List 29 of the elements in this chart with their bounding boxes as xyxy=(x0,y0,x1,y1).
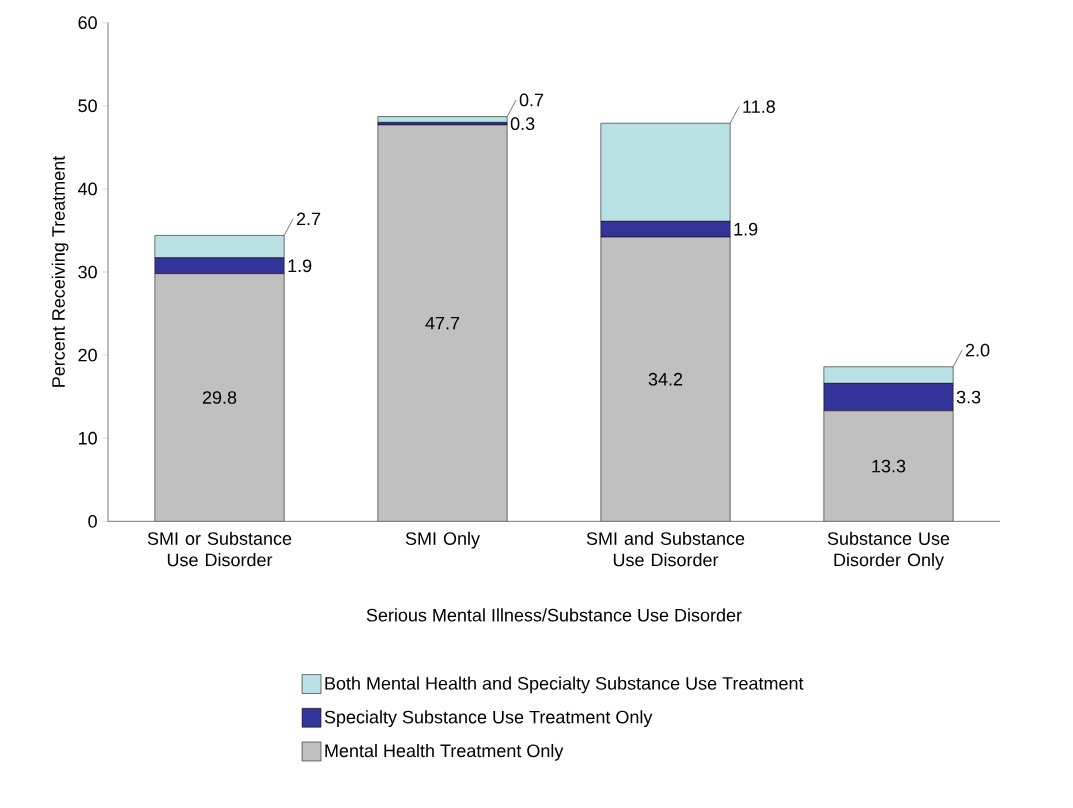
data-label: 11.8 xyxy=(743,100,775,113)
legend-label: Both Mental Health and Specialty Substance Use Treatment xyxy=(325,676,804,694)
y-tick-label: 60 xyxy=(78,16,97,30)
x-tick-label: SMI Only xyxy=(405,531,480,549)
data-label: 0.7 xyxy=(519,93,544,107)
bar xyxy=(377,124,508,522)
data-label: 1.9 xyxy=(288,259,312,273)
data-label: 47.7 xyxy=(425,316,460,330)
data-label: 29.8 xyxy=(202,391,237,404)
x-axis-title: Serious Mental Illness/Substance Use Disorder xyxy=(366,608,742,622)
y-tick-label: 10 xyxy=(78,431,97,445)
data-label: 34.2 xyxy=(648,372,683,386)
y-tick-label: 20 xyxy=(78,348,97,362)
y-tick-label: 40 xyxy=(78,182,97,196)
data-label: 0.3 xyxy=(510,117,535,131)
data-label: 3.3 xyxy=(956,390,981,404)
legend-label: Specialty Substance Use Treatment Only xyxy=(324,710,653,728)
y-tick-label: 30 xyxy=(78,265,97,279)
data-label: 2.7 xyxy=(296,212,321,226)
y-axis-title: Percent Receiving Treatment xyxy=(51,155,69,387)
data-label: 13.3 xyxy=(872,459,906,473)
legend-label: Mental Health Treatment Only xyxy=(325,743,564,761)
x-tick-label: SMI and Substance Use Disorder xyxy=(586,531,745,567)
x-tick-label: SMI or Substance Use Disorder xyxy=(147,531,292,567)
data-label: 1.9 xyxy=(734,222,758,236)
x-tick-label: Substance Use Disorder Only xyxy=(827,531,950,570)
y-tick-label: 50 xyxy=(78,99,97,113)
data-label: 2.0 xyxy=(965,343,990,357)
y-tick-label: 0 xyxy=(88,514,97,528)
